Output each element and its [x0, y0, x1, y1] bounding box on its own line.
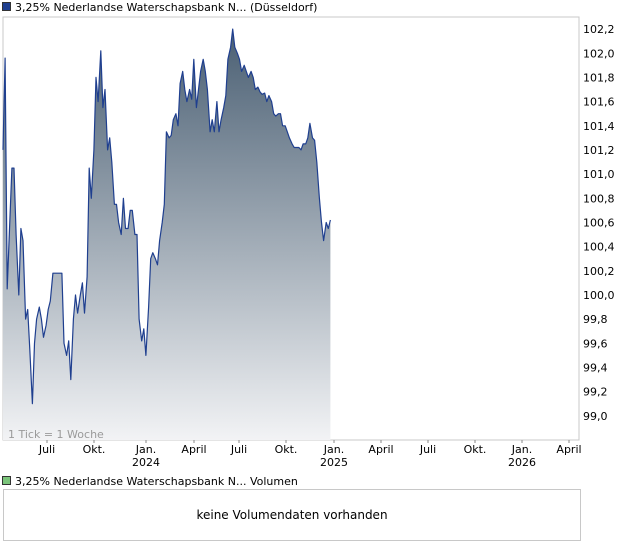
y-tick-label: 100,4	[583, 241, 615, 254]
x-tick-year: 2026	[508, 456, 536, 469]
volume-legend-label: 3,25% Nederlandse Waterschapsbank N... V…	[15, 475, 298, 488]
y-tick-label: 101,6	[583, 96, 615, 109]
x-tick-label: Okt.	[83, 443, 106, 456]
series-line	[2, 28, 331, 405]
price-legend-label: 3,25% Nederlandse Waterschapsbank N... (…	[15, 1, 318, 14]
y-tick-label: 99,4	[583, 361, 608, 374]
tick-info: 1 Tick = 1 Woche	[8, 428, 104, 441]
y-tick-label: 102,0	[583, 47, 615, 60]
volume-legend-swatch	[2, 476, 11, 485]
x-tick-label: April	[368, 443, 393, 456]
y-tick-label: 102,2	[583, 23, 615, 36]
y-tick-label: 101,4	[583, 120, 615, 133]
y-tick-label: 101,2	[583, 144, 615, 157]
x-tick-label: April	[556, 443, 581, 456]
x-tick-label: Juli	[38, 443, 55, 456]
volume-legend: 3,25% Nederlandse Waterschapsbank N... V…	[2, 475, 298, 489]
y-tick-label: 99,8	[583, 313, 608, 326]
x-tick-label: Juli	[419, 443, 436, 456]
y-tick-label: 99,2	[583, 386, 608, 399]
y-tick-label: 99,0	[583, 410, 608, 423]
y-tick-label: 101,8	[583, 71, 615, 84]
x-tick-label: Okt.	[464, 443, 487, 456]
x-tick-label: Juli	[230, 443, 247, 456]
x-tick-label: Jan.	[323, 443, 344, 456]
x-tick-year: 2025	[320, 456, 348, 469]
volume-chart: keine Volumendaten vorhanden	[3, 489, 581, 541]
y-tick-label: 101,0	[583, 168, 615, 181]
x-tick-label: Jan.	[511, 443, 532, 456]
price-legend: 3,25% Nederlandse Waterschapsbank N... (…	[2, 1, 317, 15]
y-tick-label: 100,6	[583, 216, 615, 229]
x-tick-year: 2024	[132, 456, 160, 469]
volume-empty-message: keine Volumendaten vorhanden	[196, 508, 388, 522]
price-legend-swatch	[2, 2, 11, 11]
x-tick-label: Okt.	[275, 443, 298, 456]
y-tick-label: 100,2	[583, 265, 615, 278]
y-tick-label: 100,0	[583, 289, 615, 302]
x-tick-label: Jan.	[135, 443, 156, 456]
x-tick-label: April	[181, 443, 206, 456]
series-area	[3, 29, 331, 440]
y-tick-label: 100,8	[583, 192, 615, 205]
y-tick-label: 99,6	[583, 337, 608, 350]
